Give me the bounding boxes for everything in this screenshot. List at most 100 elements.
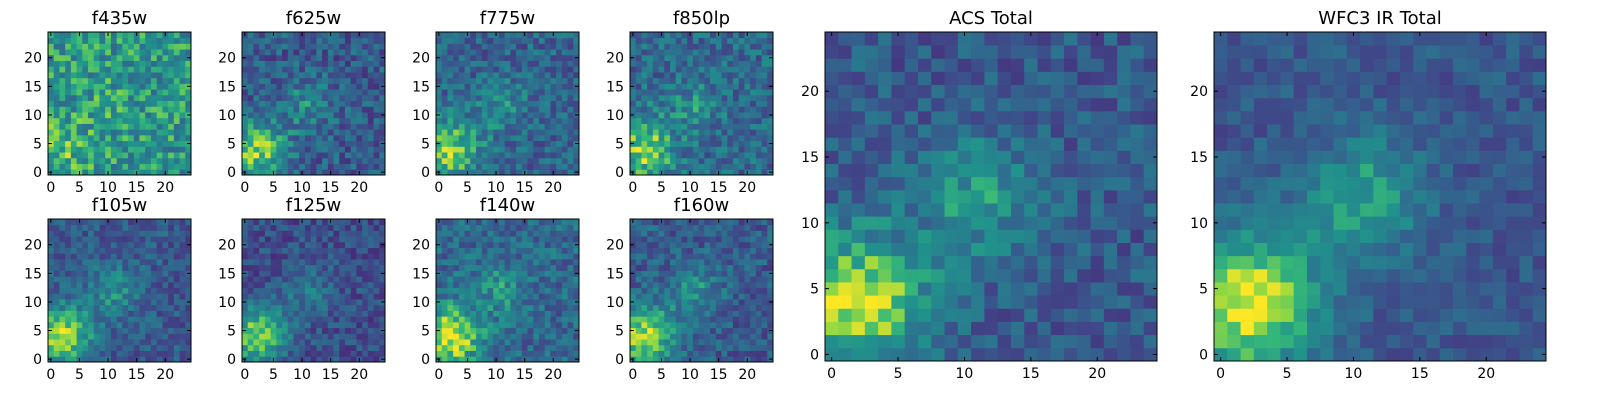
heatmap-cell bbox=[122, 304, 129, 311]
heatmap-cell bbox=[88, 276, 95, 283]
heatmap-cells bbox=[436, 219, 580, 363]
heatmap-cell bbox=[156, 32, 163, 39]
heatmap-cell bbox=[76, 37, 83, 44]
heatmap-cell bbox=[133, 157, 140, 164]
heatmap-cell bbox=[687, 60, 694, 67]
heatmap-cell bbox=[687, 43, 694, 50]
heatmap-cell bbox=[561, 157, 568, 164]
heatmap-cell bbox=[299, 72, 306, 79]
heatmap-cell bbox=[264, 60, 271, 67]
heatmap-cell bbox=[687, 350, 694, 357]
heatmap-cell bbox=[367, 321, 374, 329]
heatmap-cell bbox=[362, 163, 369, 170]
heatmap-cell bbox=[533, 310, 540, 317]
heatmap-cell bbox=[658, 66, 665, 73]
heatmap-cell bbox=[185, 310, 192, 317]
heatmap-cell bbox=[727, 339, 734, 346]
heatmap-cell bbox=[476, 230, 483, 237]
heatmap-cell bbox=[447, 241, 454, 248]
heatmap-cell bbox=[310, 169, 317, 176]
heatmap-cell bbox=[721, 66, 728, 73]
heatmap-cell bbox=[441, 94, 448, 102]
heatmap-cell bbox=[156, 270, 163, 277]
heatmap-cell bbox=[738, 293, 745, 300]
heatmap-cell bbox=[538, 241, 546, 248]
heatmap-cell bbox=[493, 310, 500, 317]
heatmap-cell bbox=[247, 117, 254, 124]
heatmap-cell bbox=[327, 264, 334, 271]
heatmap-cell bbox=[567, 49, 574, 56]
heatmap-cell bbox=[247, 304, 254, 311]
heatmap-cell bbox=[379, 259, 386, 266]
heatmap-cell bbox=[750, 123, 757, 130]
heatmap-cell bbox=[447, 287, 454, 294]
heatmap-cell bbox=[470, 293, 477, 300]
heatmap-cell bbox=[150, 157, 158, 164]
heatmap-cell bbox=[538, 333, 546, 340]
heatmap-cell bbox=[453, 117, 460, 124]
heatmap-cell bbox=[556, 356, 563, 363]
heatmap-cell bbox=[498, 316, 506, 323]
heatmap-cell bbox=[498, 94, 506, 102]
heatmap-cell bbox=[59, 293, 66, 300]
heatmap-cell bbox=[436, 117, 443, 124]
heatmap-cell bbox=[630, 43, 637, 50]
heatmap-cell bbox=[493, 140, 500, 147]
heatmap-cell bbox=[327, 327, 334, 334]
heatmap-cell bbox=[436, 344, 443, 351]
heatmap-cell bbox=[362, 54, 369, 61]
heatmap-cell bbox=[556, 276, 563, 283]
heatmap-cell bbox=[299, 247, 306, 254]
heatmap-cell bbox=[122, 259, 129, 266]
heatmap-cell bbox=[504, 146, 511, 153]
heatmap-cell bbox=[93, 219, 100, 226]
heatmap-cell bbox=[550, 339, 557, 346]
heatmap-cell bbox=[556, 123, 563, 130]
heatmap-cell bbox=[293, 140, 300, 147]
heatmap-cell bbox=[681, 304, 688, 311]
heatmap-cell bbox=[652, 146, 659, 153]
heatmap-cell bbox=[139, 321, 146, 329]
heatmap-cell bbox=[59, 247, 66, 254]
heatmap-cell bbox=[156, 89, 163, 96]
heatmap-cell bbox=[53, 344, 60, 351]
heatmap-cell bbox=[259, 339, 266, 346]
heatmap-cell bbox=[510, 276, 517, 283]
heatmap-cell bbox=[88, 106, 95, 113]
heatmap-cell bbox=[322, 106, 329, 113]
heatmap-cell bbox=[362, 77, 369, 84]
heatmap-cell bbox=[698, 123, 705, 130]
heatmap-cell bbox=[527, 276, 534, 283]
heatmap-cell bbox=[150, 140, 158, 147]
heatmap-cell bbox=[339, 157, 346, 164]
heatmap-cell bbox=[373, 344, 380, 351]
heatmap-cell bbox=[179, 54, 186, 61]
heatmap-cell bbox=[635, 304, 642, 311]
heatmap-cell bbox=[367, 241, 374, 248]
heatmap-cell bbox=[270, 293, 277, 300]
heatmap-cell bbox=[116, 299, 123, 306]
heatmap-cell bbox=[133, 241, 140, 248]
heatmap-cell bbox=[276, 236, 283, 243]
heatmap-cell bbox=[48, 224, 55, 231]
heatmap-cell bbox=[715, 293, 722, 300]
heatmap-cell bbox=[259, 293, 266, 300]
heatmap-cell bbox=[65, 72, 72, 79]
heatmap-cell bbox=[652, 299, 659, 306]
heatmap-cell bbox=[173, 316, 180, 323]
heatmap-cell bbox=[510, 100, 517, 107]
heatmap-cell bbox=[168, 152, 175, 159]
heatmap-cell bbox=[304, 169, 312, 176]
heatmap-cell bbox=[293, 333, 300, 340]
heatmap-cell bbox=[573, 106, 580, 113]
heatmap-cell bbox=[652, 276, 659, 283]
heatmap-cell bbox=[652, 344, 659, 351]
heatmap-cell bbox=[630, 333, 637, 340]
heatmap-cell bbox=[544, 339, 551, 346]
heatmap-cell bbox=[367, 350, 374, 357]
heatmap-cell bbox=[635, 66, 642, 73]
heatmap-cell bbox=[173, 304, 180, 311]
heatmap-cell bbox=[436, 264, 443, 271]
heatmap-cell bbox=[447, 310, 454, 317]
heatmap-cell bbox=[493, 100, 500, 107]
